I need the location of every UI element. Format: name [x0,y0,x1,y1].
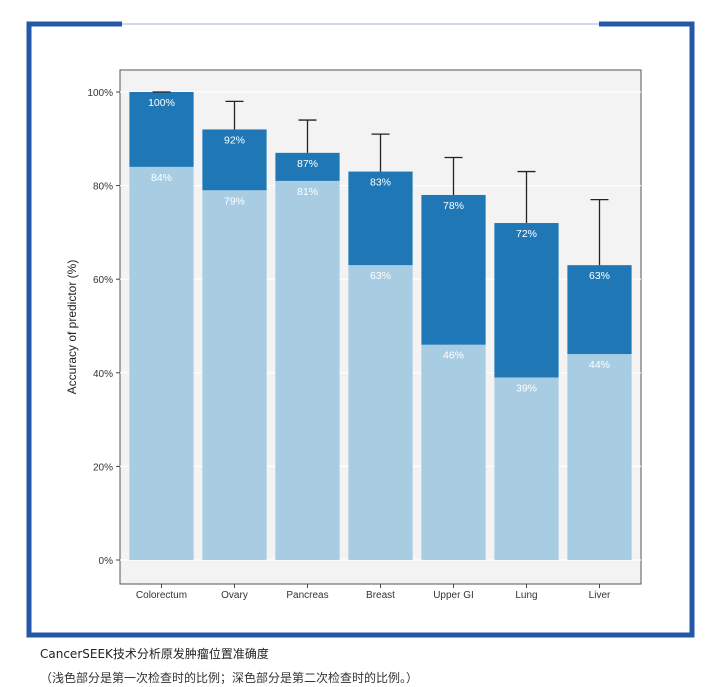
x-tick-label: Lung [515,590,537,601]
bar-first-colorectum [129,166,194,560]
bar-chart: 0% 20% 40% 60% 80% 100% Accuracy of predictor … [65,69,642,601]
bar-second-ovary [202,129,267,191]
data-label-second: 78% [443,200,464,212]
bar-first-liver [567,354,632,560]
data-label-second: 87% [297,158,318,170]
y-tick-label: 40% [93,369,113,380]
data-label-first: 63% [370,270,391,282]
bar-first-lung [494,377,559,560]
y-axis-label: Accuracy of predictor (%) [65,260,79,395]
x-tick-label: Ovary [221,590,248,601]
bar-second-breast [348,171,413,266]
x-tick-label: Liver [589,590,611,601]
bar-first-ovary [202,190,267,560]
bar-second-upper-gi [421,194,486,345]
y-tick-label: 80% [93,182,113,193]
bar-second-colorectum [129,92,194,167]
data-label-second: 72% [516,228,537,240]
x-tick-label: Breast [366,590,395,601]
caption-title: CancerSEEK技术分析原发肿瘤位置准确度 [40,647,269,661]
bar-first-breast [348,265,413,560]
data-label-first: 79% [224,195,245,207]
data-label-first: 84% [151,172,172,184]
data-label-first: 81% [297,186,318,198]
x-tick-label: Colorectum [136,590,187,601]
y-tick-label: 20% [93,462,113,473]
y-tick-label: 0% [99,556,114,567]
caption-note: （浅色部分是第一次检查时的比例；深色部分是第二次检查时的比例。） [40,671,419,685]
y-tick-label: 60% [93,275,113,286]
bar-second-liver [567,265,632,355]
y-tick-label: 100% [87,88,113,99]
data-label-second: 63% [589,270,610,282]
x-tick-label: Upper GI [433,590,474,601]
bar-first-upper-gi [421,344,486,560]
data-label-second: 100% [148,97,175,109]
data-label-second: 83% [370,177,391,189]
frame-top-gap-left [122,20,599,30]
data-label-first: 46% [443,350,464,362]
bar-second-pancreas [275,152,340,181]
chart-frame: 0% 20% 40% 60% 80% 100% Accuracy of predictor … [26,20,695,638]
data-label-first: 39% [516,382,537,394]
bar-second-lung [494,223,559,378]
bar-first-pancreas [275,180,340,561]
data-label-second: 92% [224,134,245,146]
data-label-first: 44% [589,359,610,371]
x-tick-label: Pancreas [286,590,328,601]
